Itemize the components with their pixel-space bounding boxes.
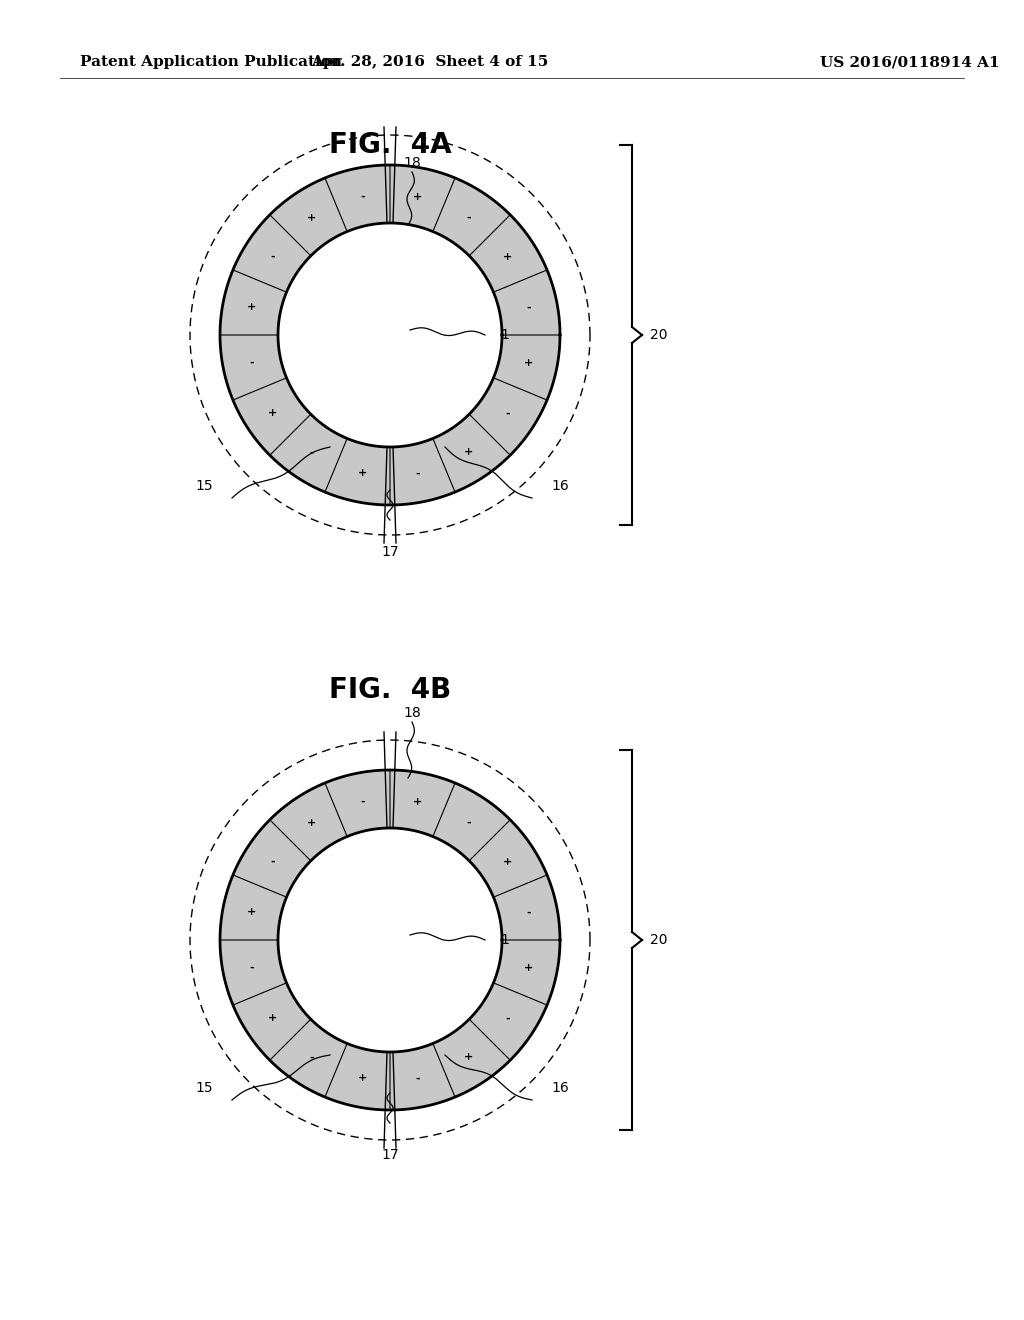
Text: 16: 16 <box>551 479 569 492</box>
Polygon shape <box>469 378 547 455</box>
Polygon shape <box>433 178 510 256</box>
Polygon shape <box>269 1019 347 1097</box>
Text: 20: 20 <box>650 933 668 946</box>
Polygon shape <box>494 875 560 940</box>
Text: Apr. 28, 2016  Sheet 4 of 15: Apr. 28, 2016 Sheet 4 of 15 <box>311 55 549 69</box>
Polygon shape <box>469 820 547 898</box>
Text: +: + <box>357 1073 368 1084</box>
Polygon shape <box>433 1019 510 1097</box>
Text: 1: 1 <box>500 933 509 946</box>
Text: +: + <box>268 1014 278 1023</box>
Text: -: - <box>466 213 471 223</box>
Text: FIG.  4B: FIG. 4B <box>329 676 452 704</box>
Text: -: - <box>466 818 471 828</box>
Text: -: - <box>526 907 530 917</box>
Polygon shape <box>232 983 311 1060</box>
Polygon shape <box>494 271 560 335</box>
Text: +: + <box>413 191 422 202</box>
Text: -: - <box>526 302 530 313</box>
Text: 17: 17 <box>381 1148 398 1162</box>
Text: +: + <box>307 818 316 828</box>
Text: -: - <box>415 1073 420 1084</box>
Text: -: - <box>505 408 510 418</box>
Polygon shape <box>232 215 311 292</box>
Text: +: + <box>357 469 368 478</box>
Text: +: + <box>523 962 532 973</box>
Text: -: - <box>270 857 275 867</box>
Text: +: + <box>464 447 473 457</box>
Polygon shape <box>220 940 287 1005</box>
Polygon shape <box>390 438 455 506</box>
Text: +: + <box>503 252 512 261</box>
Polygon shape <box>325 1044 390 1110</box>
Text: +: + <box>523 358 532 367</box>
Polygon shape <box>469 215 547 292</box>
Polygon shape <box>269 414 347 492</box>
Polygon shape <box>390 1044 455 1110</box>
Text: +: + <box>268 408 278 418</box>
Polygon shape <box>232 820 311 898</box>
Text: +: + <box>503 857 512 867</box>
Text: Patent Application Publication: Patent Application Publication <box>80 55 342 69</box>
Text: US 2016/0118914 A1: US 2016/0118914 A1 <box>820 55 999 69</box>
Text: 16: 16 <box>551 1081 569 1096</box>
Text: -: - <box>309 1052 314 1063</box>
Polygon shape <box>220 271 287 335</box>
Text: +: + <box>247 907 256 917</box>
Text: -: - <box>250 358 254 367</box>
Polygon shape <box>433 783 510 861</box>
Text: 15: 15 <box>196 479 213 492</box>
Polygon shape <box>494 940 560 1005</box>
Text: -: - <box>309 447 314 457</box>
Text: 15: 15 <box>196 1081 213 1096</box>
Text: 1: 1 <box>500 327 509 342</box>
Polygon shape <box>325 438 390 506</box>
Polygon shape <box>433 414 510 492</box>
Polygon shape <box>232 378 311 455</box>
Text: -: - <box>250 962 254 973</box>
Text: -: - <box>270 252 275 261</box>
Text: 20: 20 <box>650 327 668 342</box>
Text: -: - <box>360 191 365 202</box>
Text: FIG.  4A: FIG. 4A <box>329 131 452 158</box>
Polygon shape <box>390 770 455 837</box>
Polygon shape <box>325 165 390 231</box>
Text: -: - <box>360 797 365 807</box>
Polygon shape <box>269 783 347 861</box>
Polygon shape <box>494 335 560 400</box>
Polygon shape <box>390 165 455 231</box>
Text: 17: 17 <box>381 545 398 558</box>
Text: +: + <box>413 797 422 807</box>
Text: +: + <box>307 213 316 223</box>
Text: -: - <box>505 1014 510 1023</box>
Polygon shape <box>220 875 287 940</box>
Polygon shape <box>469 983 547 1060</box>
Text: +: + <box>464 1052 473 1063</box>
Polygon shape <box>269 178 347 256</box>
Text: -: - <box>415 469 420 478</box>
Polygon shape <box>325 770 390 837</box>
Text: +: + <box>247 302 256 313</box>
Text: 18: 18 <box>403 156 421 170</box>
Polygon shape <box>220 335 287 400</box>
Text: 18: 18 <box>403 706 421 719</box>
